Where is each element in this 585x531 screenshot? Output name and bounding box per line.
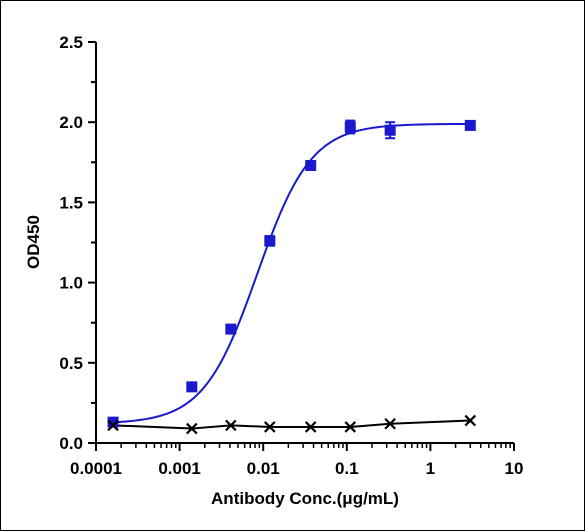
x-marker-stroke (107, 419, 119, 432)
x-marker-stroke (384, 417, 396, 430)
x-marker-stroke (464, 414, 477, 427)
x-marker-stroke (186, 422, 198, 435)
y-axis-title: OD450 (24, 215, 43, 269)
series-2-fit-line (113, 419, 471, 430)
data-points (107, 119, 477, 435)
series-1-square-point (305, 160, 317, 172)
axis-ticks (88, 41, 515, 451)
series-2-x-point (344, 421, 357, 433)
series-2-x-point (225, 419, 237, 432)
y-tick-label: 2.0 (59, 113, 83, 132)
series-2-x-point (264, 421, 276, 433)
x-marker-stroke (264, 421, 276, 433)
series-2-x-point (186, 422, 198, 435)
series-1-fit-curve (113, 122, 471, 424)
x-tick-label: 0.1 (335, 459, 359, 478)
y-tick-label: 1.0 (59, 274, 83, 293)
series-2-x-point (107, 419, 119, 432)
series-2-x-point (384, 417, 396, 430)
axes (95, 42, 514, 444)
x-marker-stroke (344, 421, 357, 433)
axis-tick-labels: 0.0 0.5 1.0 1.5 2.0 2.5 0.0001 0.001 0.01 0.1 1 10 (59, 33, 523, 478)
y-tick-label: 1.5 (59, 193, 83, 212)
series-1-square-point (344, 121, 356, 133)
error-bars (108, 119, 476, 425)
x-tick-label: 0.0001 (70, 459, 122, 478)
x-tick-label: 0.01 (247, 459, 280, 478)
x-tick-label: 10 (505, 459, 524, 478)
series-1-square-point (264, 235, 276, 247)
y-tick-label: 0.0 (59, 434, 83, 453)
x-axis-title: Antibody Conc.(μg/mL) (211, 489, 399, 508)
series-2-x-point (304, 421, 317, 433)
x-marker-stroke (304, 421, 317, 433)
x-tick-label: 1 (426, 459, 435, 478)
series-1-square-point (107, 416, 119, 428)
series-1-square-point (186, 381, 198, 393)
x-marker-stroke (225, 419, 237, 432)
series-1-square-point (384, 124, 396, 136)
series-1-square-point (464, 119, 476, 131)
y-tick-label: 2.5 (59, 33, 83, 52)
x-tick-label: 0.001 (158, 459, 201, 478)
series-1-square-point (225, 323, 237, 335)
fit-curves (113, 122, 471, 430)
y-tick-label: 0.5 (59, 354, 83, 373)
series-2-x-point (464, 414, 477, 427)
